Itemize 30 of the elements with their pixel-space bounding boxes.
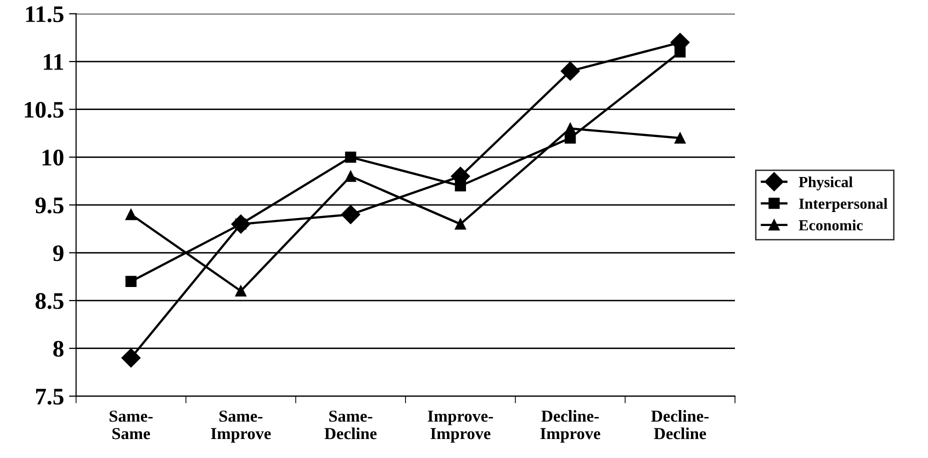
point — [125, 276, 137, 287]
x-tick-label: Same- Improve — [210, 410, 271, 443]
point — [674, 132, 686, 144]
point — [345, 152, 356, 163]
x-tick-label: Decline- Improve — [540, 410, 600, 443]
point — [674, 46, 686, 58]
point — [560, 62, 580, 81]
point — [341, 204, 360, 224]
y-tick-label: 8.5 — [36, 293, 64, 310]
legend-label: Physical — [798, 176, 853, 190]
legend-label: Interpersonal — [799, 198, 888, 212]
point — [454, 180, 466, 192]
y-tick-label: 7.5 — [36, 388, 64, 405]
point — [235, 285, 246, 297]
point — [125, 208, 137, 220]
x-tick-label: Decline- Decline — [651, 410, 709, 440]
y-tick-label: 10.5 — [24, 102, 64, 118]
x-tick-label: Same- Decline — [324, 410, 377, 440]
y-tick-label: 11 — [44, 54, 64, 70]
point — [454, 218, 466, 230]
point — [345, 170, 356, 182]
y-tick-label: 8 — [53, 340, 64, 357]
y-tick-label: 10 — [42, 150, 64, 166]
point — [121, 348, 141, 368]
x-tick-label: Improve- Improve — [428, 410, 494, 443]
y-tick-label: 9.5 — [35, 198, 64, 214]
y-tick-label: 9 — [53, 245, 64, 262]
y-tick-label: 11.5 — [26, 6, 64, 22]
legend-label: Economic — [798, 220, 863, 230]
x-tick-label: Same- Same — [110, 410, 153, 440]
